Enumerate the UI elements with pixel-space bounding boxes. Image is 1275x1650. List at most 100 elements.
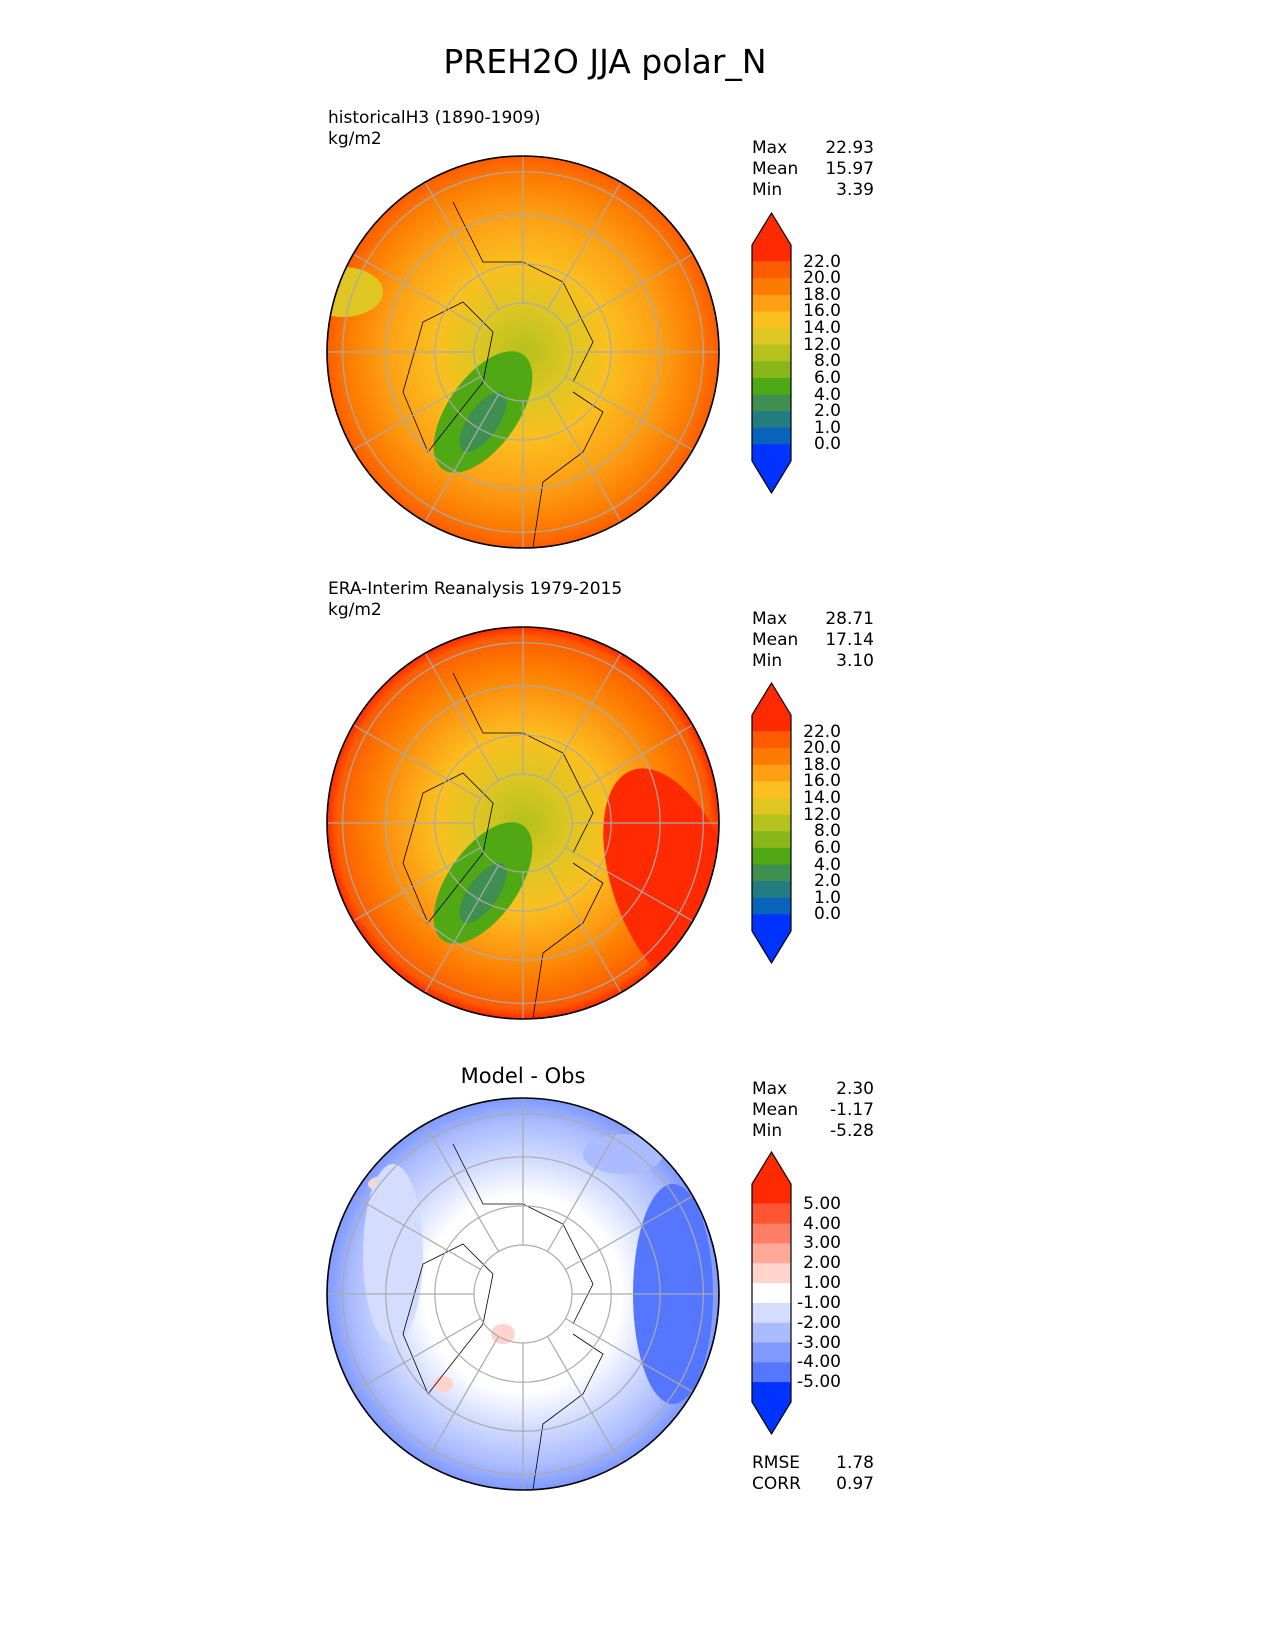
field-contour: [327, 267, 383, 317]
colorbar-segment: [752, 1223, 791, 1244]
colorbar-tick-label: 4.0: [813, 854, 841, 875]
colorbar-segment: [752, 344, 791, 362]
colorbar-tick-label: 1.0: [813, 887, 841, 908]
colorbar-segment: [752, 1243, 791, 1264]
colorbar-tick-label: -2.00: [797, 1312, 841, 1333]
colorbar-extend-max: [752, 1152, 791, 1204]
colorbar-tick-label: -1.00: [797, 1292, 841, 1313]
colorbar-tick-label: 2.00: [803, 1253, 841, 1274]
colorbar-segment: [752, 864, 791, 882]
panel-1-label: historicalH3 (1890-1909) kg/m2: [328, 108, 541, 150]
colorbar-segment: [752, 1203, 791, 1225]
field-fill: [327, 156, 719, 548]
coastline: [452, 1143, 594, 1325]
longitude-gridline: [565, 1317, 694, 1393]
longitude-gridline: [424, 865, 500, 994]
map-boundary: [326, 1097, 720, 1491]
colorbar-segment: [752, 748, 791, 766]
longitude-gridline: [546, 394, 622, 523]
colorbar-segment: [752, 1263, 791, 1284]
colorbar-segment: [752, 311, 791, 329]
colorbar-tick-label: 18.0: [803, 754, 841, 775]
panel-2-dataset: ERA-Interim Reanalysis 1979-2015: [328, 579, 623, 599]
colorbar-segment: [752, 261, 791, 279]
field-contour: [363, 1164, 423, 1344]
colorbar-tick-label: 2.0: [813, 871, 841, 892]
colorbar-tick-label: -4.00: [797, 1352, 841, 1373]
field-contour: [583, 1134, 663, 1174]
colorbar-segment: [752, 361, 791, 379]
longitude-gridline: [565, 846, 694, 922]
colorbar-tick-label: 18.0: [803, 284, 841, 305]
colorbar-segment: [752, 411, 791, 429]
colorbar-tick-label: 0.0: [813, 904, 841, 925]
colorbar-extend-max: [752, 213, 791, 262]
colorbar-extend-max: [752, 683, 791, 732]
colorbar-tick-label: 22.0: [803, 721, 841, 742]
panel-1-experiment: historicalH3 (1890-1909): [328, 108, 541, 128]
colorbar-segment: [752, 427, 791, 445]
colorbar-tick-label: 4.00: [803, 1213, 841, 1234]
colorbar-tick-label: -5.00: [797, 1372, 841, 1393]
colorbar-extend-min: [752, 1382, 791, 1434]
colorbar-segment: [752, 294, 791, 312]
longitude-gridline: [352, 1195, 481, 1271]
longitude-gridline: [352, 1317, 481, 1393]
longitude-gridline: [352, 724, 481, 800]
polar-map-3: [326, 1097, 720, 1491]
panel-2-label: ERA-Interim Reanalysis 1979-2015 kg/m2: [328, 579, 622, 621]
colorbar-segment: [752, 731, 791, 749]
longitude-gridline: [424, 1123, 500, 1252]
colorbar-segment: [752, 328, 791, 346]
map-boundary: [326, 155, 720, 549]
colorbar-tick-label: 1.0: [813, 417, 841, 438]
colorbar-segment: [752, 1362, 791, 1383]
colorbar-segment: [752, 881, 791, 899]
panel-3-title: Model - Obs: [460, 1064, 586, 1088]
colorbar-tick-label: 16.0: [803, 301, 841, 322]
longitude-gridline: [546, 181, 622, 310]
colorbar-tick-label: 14.0: [803, 318, 841, 339]
longitude-gridline: [565, 253, 694, 329]
polar-map-1: [326, 155, 720, 549]
colorbar-tick-label: 4.0: [813, 384, 841, 405]
colorbar-tick-label: 6.0: [813, 837, 841, 858]
colorbar-tick-label: 8.0: [813, 351, 841, 372]
colorbar-segment: [752, 1342, 791, 1363]
colorbar-segment: [752, 764, 791, 782]
longitude-gridline: [546, 1336, 622, 1465]
colorbar-tick-label: 0.0: [813, 434, 841, 455]
colorbar-tick-label: 12.0: [803, 334, 841, 355]
map-boundary: [326, 626, 720, 1020]
longitude-gridline: [352, 253, 481, 329]
colorbar-tick-label: 14.0: [803, 788, 841, 809]
panel-2-units: kg/m2: [328, 600, 382, 620]
longitude-gridline: [565, 1195, 694, 1271]
colorbar-tick-label: -3.00: [797, 1332, 841, 1353]
longitude-gridline: [352, 375, 481, 451]
coastline: [452, 672, 594, 854]
field-contour: [433, 1376, 453, 1392]
colorbar-tick-label: 2.0: [813, 401, 841, 422]
colorbar-2: [751, 681, 792, 965]
panel-1-stats: Max 22.93 Mean 15.97 Min 3.39: [752, 138, 874, 200]
colorbar-tick-label: 6.0: [813, 367, 841, 388]
greenland-coastline: [402, 1243, 494, 1395]
colorbar-segment: [752, 1302, 791, 1324]
greenland-coastline: [402, 772, 494, 924]
colorbar-segment: [752, 847, 791, 866]
colorbar-segment: [752, 814, 791, 832]
colorbar-tick-label: 3.00: [803, 1233, 841, 1254]
panel-3-metrics: RMSE 1.78 CORR 0.97: [752, 1453, 874, 1494]
panel-3-stats: Max 2.30 Mean -1.17 Min -5.28: [752, 1079, 874, 1141]
longitude-gridline: [424, 652, 500, 781]
longitude-gridline: [546, 865, 622, 994]
coastline: [452, 201, 594, 383]
field-fill: [327, 627, 719, 1019]
colorbar-tick-label: 22.0: [803, 251, 841, 272]
colorbar-segment: [752, 897, 791, 915]
colorbar-segment: [752, 1322, 791, 1344]
colorbar-segment: [752, 1283, 791, 1304]
